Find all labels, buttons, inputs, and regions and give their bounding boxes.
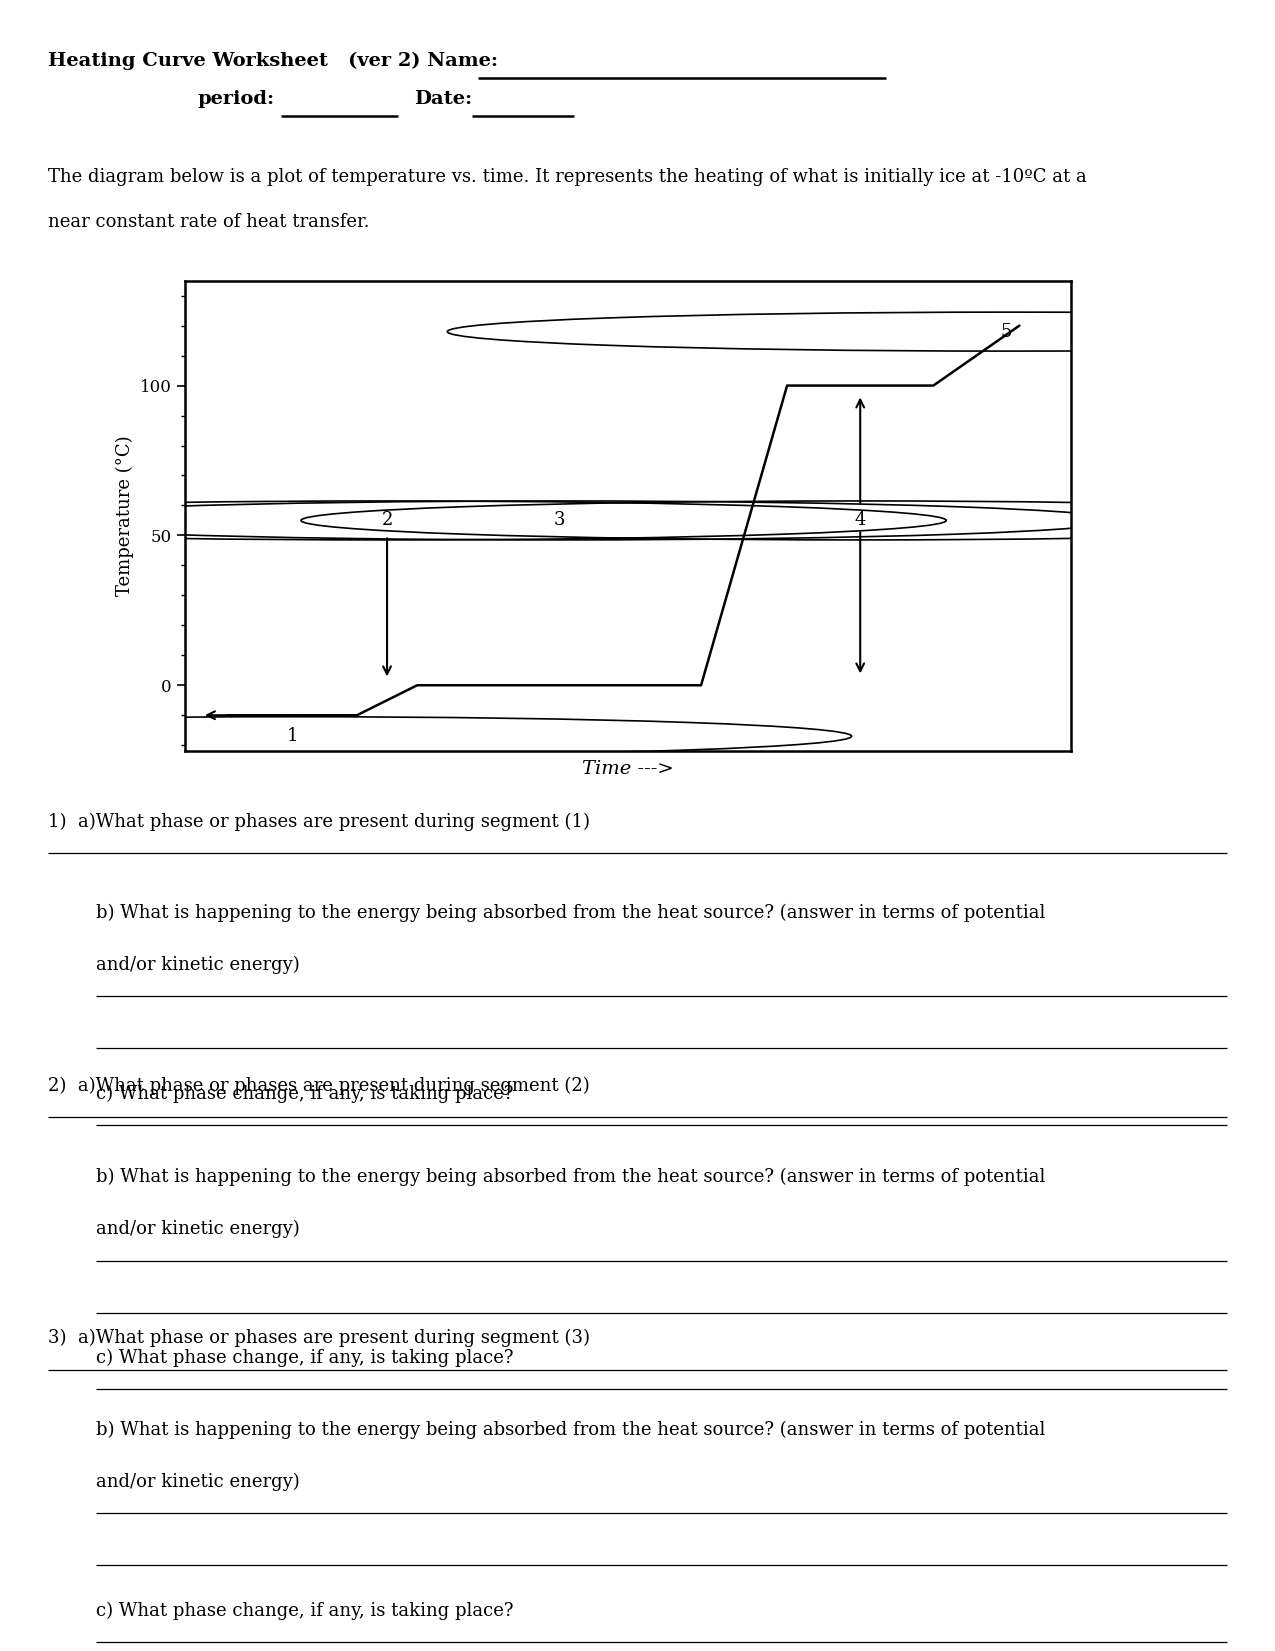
Text: 4: 4 — [854, 512, 866, 530]
Text: Heating Curve Worksheet   (ver 2) Name:: Heating Curve Worksheet (ver 2) Name: — [48, 53, 499, 71]
Y-axis label: Temperature (°C): Temperature (°C) — [116, 436, 134, 596]
Text: c) What phase change, if any, is taking place?: c) What phase change, if any, is taking … — [96, 1601, 519, 1620]
Text: 2)  a)What phase or phases are present during segment (2): 2) a)What phase or phases are present du… — [48, 1076, 595, 1095]
Text: period:: period: — [198, 89, 274, 107]
Text: b) What is happening to the energy being absorbed from the heat source? (answer : b) What is happening to the energy being… — [96, 905, 1046, 923]
Text: 1)  a)What phase or phases are present during segment (1): 1) a)What phase or phases are present du… — [48, 812, 597, 830]
Text: near constant rate of heat transfer.: near constant rate of heat transfer. — [48, 213, 370, 231]
Text: b) What is happening to the energy being absorbed from the heat source? (answer : b) What is happening to the energy being… — [96, 1169, 1046, 1187]
Text: b) What is happening to the energy being absorbed from the heat source? (answer : b) What is happening to the energy being… — [96, 1420, 1046, 1440]
Text: 3)  a)What phase or phases are present during segment (3): 3) a)What phase or phases are present du… — [48, 1329, 597, 1347]
Text: c) What phase change, if any, is taking place?: c) What phase change, if any, is taking … — [96, 1349, 519, 1367]
Text: 5: 5 — [1001, 322, 1012, 340]
Text: and/or kinetic energy): and/or kinetic energy) — [96, 1220, 305, 1238]
Text: 1: 1 — [287, 726, 298, 745]
X-axis label: Time --->: Time ---> — [583, 759, 673, 778]
Text: Date:: Date: — [414, 89, 473, 107]
Text: and/or kinetic energy): and/or kinetic energy) — [96, 956, 305, 974]
Text: 3: 3 — [553, 512, 565, 530]
Text: and/or kinetic energy): and/or kinetic energy) — [96, 1473, 305, 1491]
Text: 2: 2 — [381, 512, 393, 530]
Text: c) What phase change, if any, is taking place?: c) What phase change, if any, is taking … — [96, 1085, 519, 1103]
Text: The diagram below is a plot of temperature vs. time. It represents the heating o: The diagram below is a plot of temperatu… — [48, 168, 1088, 187]
